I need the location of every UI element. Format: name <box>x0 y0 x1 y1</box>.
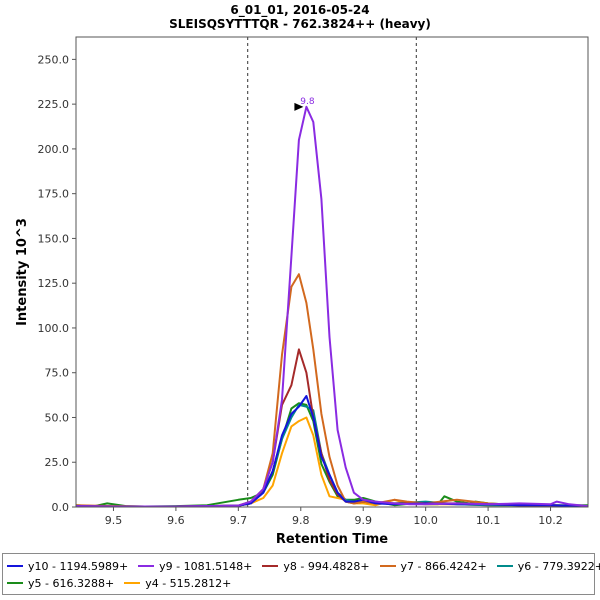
legend-label: y9 - 1081.5148+ <box>159 559 253 573</box>
y-tick-label: 150.0 <box>38 232 70 245</box>
series-line-y9 <box>75 105 589 508</box>
x-axis-title: Retention Time <box>276 532 388 547</box>
y-tick-label: 75.0 <box>45 367 70 380</box>
y-tick-label: 25.0 <box>45 456 70 469</box>
legend-swatch <box>262 565 279 567</box>
legend-item: y10 - 1194.5989+ <box>7 560 128 573</box>
x-tick-label: 10.1 <box>476 514 501 527</box>
y-axis-title: Intensity 10^3 <box>15 218 30 326</box>
x-tick-label: 9.6 <box>167 514 185 527</box>
legend-item: y9 - 1081.5148+ <box>138 560 252 573</box>
legend-swatch <box>138 565 155 567</box>
legend-item: y4 - 515.2812+ <box>124 577 231 590</box>
peak-label: 9.8 <box>300 97 315 107</box>
y-tick-label: 225.0 <box>38 98 70 111</box>
legend-label: y8 - 994.4828+ <box>283 559 370 573</box>
legend-item: y7 - 866.4242+ <box>379 559 487 573</box>
y-tick-label: 0.0 <box>52 501 70 514</box>
peak-annotation: 9.8 <box>294 97 315 111</box>
legend-item: y6 - 779.3922+ <box>496 559 600 573</box>
chart-title: 6_01_01, 2016-05-24 <box>230 3 369 18</box>
legend-row: y5 - 616.3288+ y4 - 515.2812+ <box>7 575 241 591</box>
x-tick-label: 9.9 <box>354 514 372 527</box>
peak-marker-icon <box>294 102 304 111</box>
legend-label: y6 - 779.3922+ <box>517 559 600 573</box>
y-tick-label: 100.0 <box>38 322 70 335</box>
x-axis-ticks: 9.5 9.6 9.7 9.8 9.9 10.0 10.1 10.2 <box>105 507 563 527</box>
y-tick-label: 50.0 <box>45 411 70 424</box>
y-tick-label: 125.0 <box>38 277 70 290</box>
x-tick-label: 9.8 <box>292 514 310 527</box>
legend-swatch <box>124 582 141 584</box>
legend-item: y8 - 994.4828+ <box>262 559 370 573</box>
y-tick-label: 175.0 <box>38 188 70 201</box>
plot-frame <box>75 36 589 508</box>
y-tick-label: 250.0 <box>38 53 70 66</box>
legend-swatch <box>7 582 23 584</box>
x-tick-label: 9.7 <box>230 514 248 527</box>
series-lines <box>75 105 589 508</box>
legend-swatch <box>496 565 513 567</box>
plot-area <box>76 37 588 507</box>
chart-subtitle: SLEISQSYTTTQR - 762.3824++ (heavy) <box>169 17 431 31</box>
x-tick-label: 9.5 <box>105 514 123 527</box>
legend-item: y5 - 616.3288+ <box>7 577 114 590</box>
peak-boundaries <box>247 37 417 507</box>
legend-row: y10 - 1194.5989+ y9 - 1081.5148+ y8 - 994.… <box>7 558 600 574</box>
legend-label: y5 - 616.3288+ <box>28 576 115 590</box>
y-tick-label: 200.0 <box>38 143 70 156</box>
legend: y10 - 1194.5989+ y9 - 1081.5148+ y8 - 994.… <box>2 553 600 595</box>
legend-label: y4 - 515.2812+ <box>145 576 232 590</box>
y-axis-ticks: 0.0 25.0 50.0 75.0 100.0 125.0 150.0 175.0 200.0… <box>38 53 76 514</box>
legend-label: y10 - 1194.5989+ <box>28 559 129 573</box>
legend-swatch <box>7 565 23 567</box>
x-tick-label: 10.2 <box>538 514 563 527</box>
legend-label: y7 - 866.4242+ <box>400 559 487 573</box>
x-tick-label: 10.0 <box>413 514 438 527</box>
legend-swatch <box>379 565 396 567</box>
